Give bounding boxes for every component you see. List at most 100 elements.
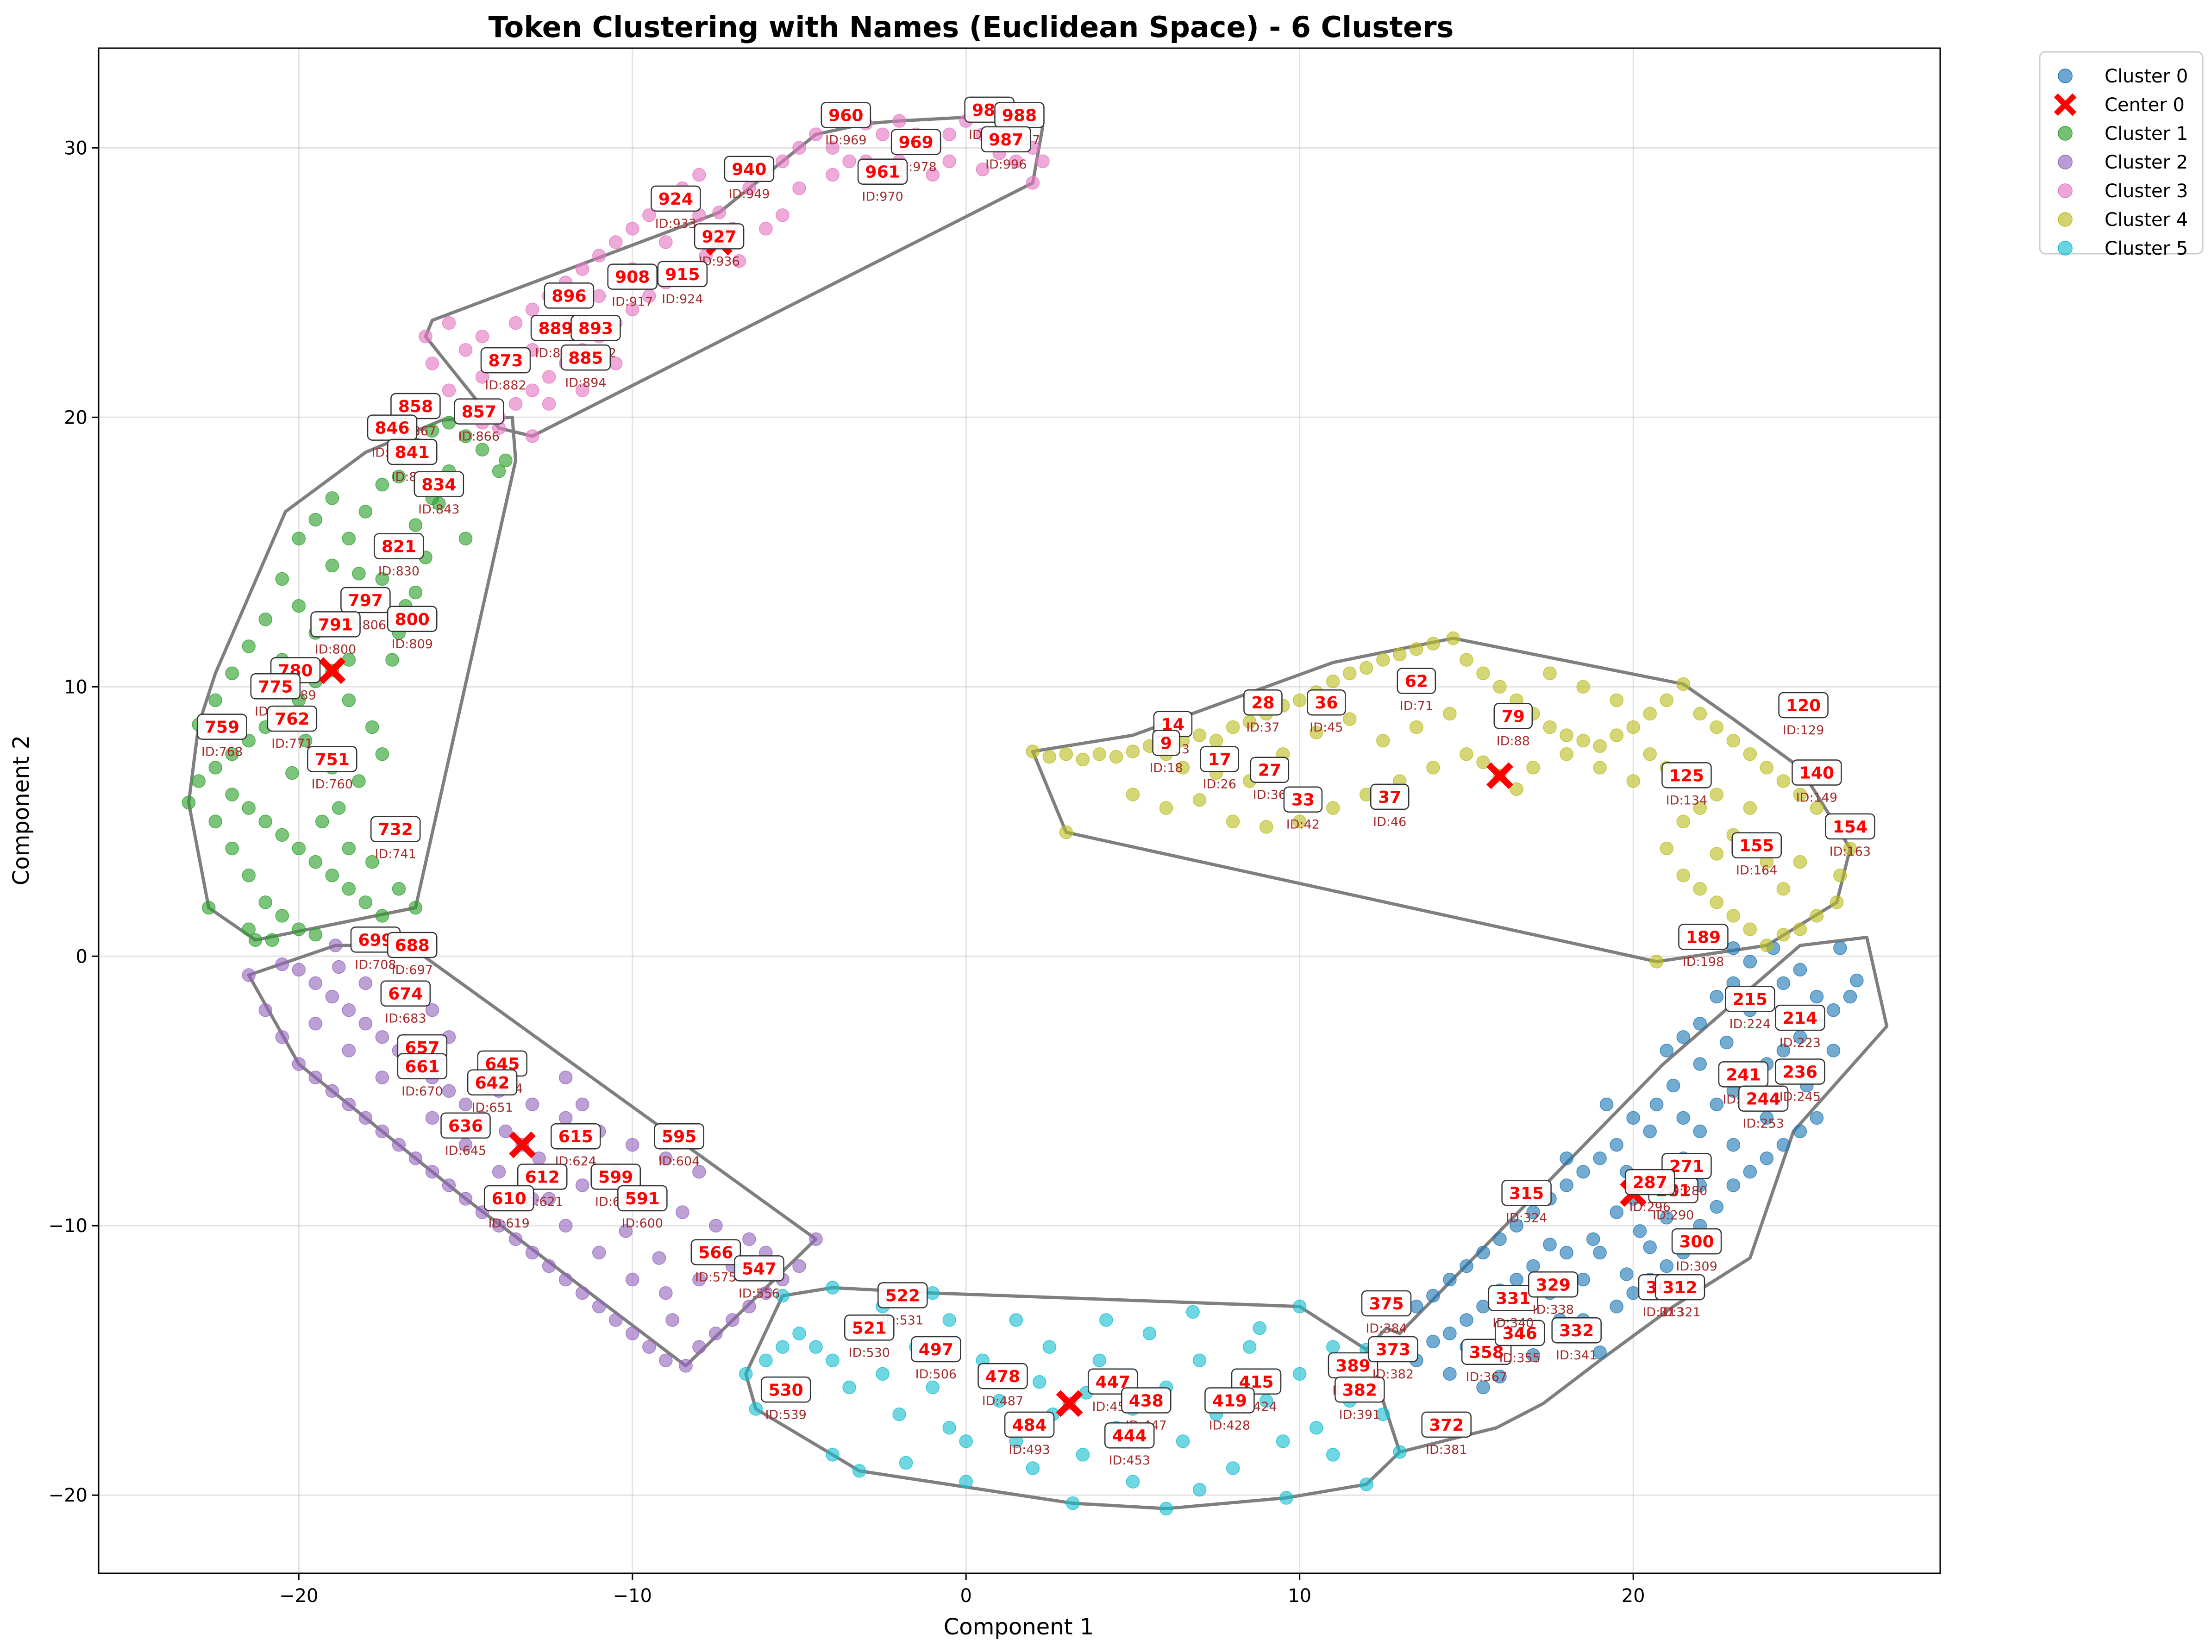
token-id: ID:882 (485, 378, 526, 393)
data-point (776, 208, 790, 222)
token-name: 927 (702, 227, 736, 246)
token-label: 9 ID:18 (1149, 730, 1183, 776)
data-point (1776, 976, 1791, 990)
token-box (690, 1239, 741, 1265)
token-label: 120 ID:129 (1778, 692, 1829, 738)
data-point (1710, 895, 1724, 909)
token-box (1494, 1320, 1545, 1346)
token-box (1121, 1387, 1172, 1414)
data-point (1593, 1345, 1607, 1359)
data-point (1059, 747, 1073, 761)
token-box (397, 1053, 448, 1080)
token-box (1551, 1317, 1602, 1344)
data-point (1192, 1353, 1207, 1367)
token-label: 688 ID:697 (387, 932, 438, 977)
data-point (458, 1097, 473, 1112)
data-point (1476, 1300, 1490, 1314)
token-id: ID:493 (1009, 1443, 1050, 1457)
y-tick-label: 20 (64, 407, 88, 428)
data-point (375, 1030, 389, 1044)
data-point (1242, 1340, 1257, 1354)
token-name: 800 (395, 610, 430, 629)
token-label: 987 ID:996 (981, 126, 1031, 172)
token-label: 642 ID:651 (467, 1069, 518, 1115)
data-point (575, 1097, 589, 1112)
data-point (192, 774, 206, 788)
data-point (1543, 720, 1557, 734)
data-point (1326, 1448, 1340, 1462)
token-box (440, 1112, 491, 1139)
data-point (1643, 747, 1657, 761)
token-id: ID:969 (825, 133, 866, 147)
data-point (1460, 747, 1473, 761)
token-name: 834 (421, 476, 456, 494)
data-point (1726, 733, 1741, 748)
data-point (1376, 653, 1390, 667)
data-point (1743, 747, 1757, 761)
data-point (1576, 733, 1590, 748)
legend-box (2039, 51, 2204, 255)
token-id: ID:645 (445, 1144, 486, 1158)
token-box (1792, 759, 1842, 786)
token-id: ID:134 (1666, 793, 1707, 807)
data-point (242, 639, 256, 653)
data-point (475, 329, 489, 344)
data-point (575, 1286, 589, 1300)
data-point (1460, 1313, 1473, 1327)
data-point (352, 774, 366, 788)
data-point (408, 585, 423, 600)
token-name: 961 (865, 163, 900, 182)
legend-label: Cluster 4 (2105, 209, 2188, 231)
data-point (425, 1165, 439, 1179)
data-point (852, 1464, 866, 1478)
data-point (1760, 761, 1774, 775)
data-point (1176, 761, 1190, 775)
data-point (425, 1003, 439, 1017)
data-point (1593, 761, 1607, 775)
token-id: ID:651 (471, 1101, 513, 1115)
token-name: 893 (578, 319, 613, 338)
token-label: 821 ID:830 (374, 533, 424, 579)
token-name: 329 (1536, 1276, 1571, 1295)
token-name: 154 (1833, 818, 1867, 837)
token-id: ID:382 (1372, 1367, 1414, 1382)
token-label: 154 ID:163 (1825, 813, 1875, 859)
token-id: ID:741 (375, 847, 416, 862)
data-point (976, 163, 990, 176)
data-point (508, 1232, 523, 1246)
data-point (642, 208, 656, 222)
data-point (325, 1084, 339, 1098)
data-point (258, 1003, 272, 1017)
data-point (1476, 1245, 1490, 1260)
token-name: 478 (985, 1367, 1020, 1386)
data-point (1109, 750, 1123, 764)
token-box (570, 315, 621, 341)
data-point (1560, 1245, 1573, 1260)
token-box (1738, 1085, 1789, 1112)
token-id: ID:253 (1742, 1117, 1784, 1131)
legend: Cluster 0 Center 0 Cluster 1 Cluster 2 Clust… (2039, 51, 2204, 259)
data-point (1059, 825, 1073, 839)
data-point (1092, 747, 1107, 761)
legend-marker (2058, 126, 2073, 141)
data-point (275, 572, 289, 586)
token-box (760, 1377, 811, 1403)
data-point (1626, 720, 1640, 734)
data-point (626, 1138, 639, 1152)
data-point (1066, 1496, 1080, 1510)
data-point (342, 693, 356, 707)
data-point (659, 1353, 673, 1367)
token-box (1775, 1004, 1825, 1031)
data-point (342, 532, 356, 545)
data-point (1693, 1124, 1707, 1139)
token-id: ID:309 (1676, 1259, 1717, 1274)
token-label: 834 ID:843 (414, 471, 464, 517)
token-name: 610 (492, 1189, 526, 1208)
token-name: 37 (1378, 788, 1401, 807)
data-point (1776, 774, 1791, 788)
token-box (1775, 1058, 1825, 1085)
data-point (1810, 801, 1824, 815)
data-point (242, 868, 256, 882)
token-box (844, 1314, 895, 1341)
data-point (1026, 176, 1040, 190)
